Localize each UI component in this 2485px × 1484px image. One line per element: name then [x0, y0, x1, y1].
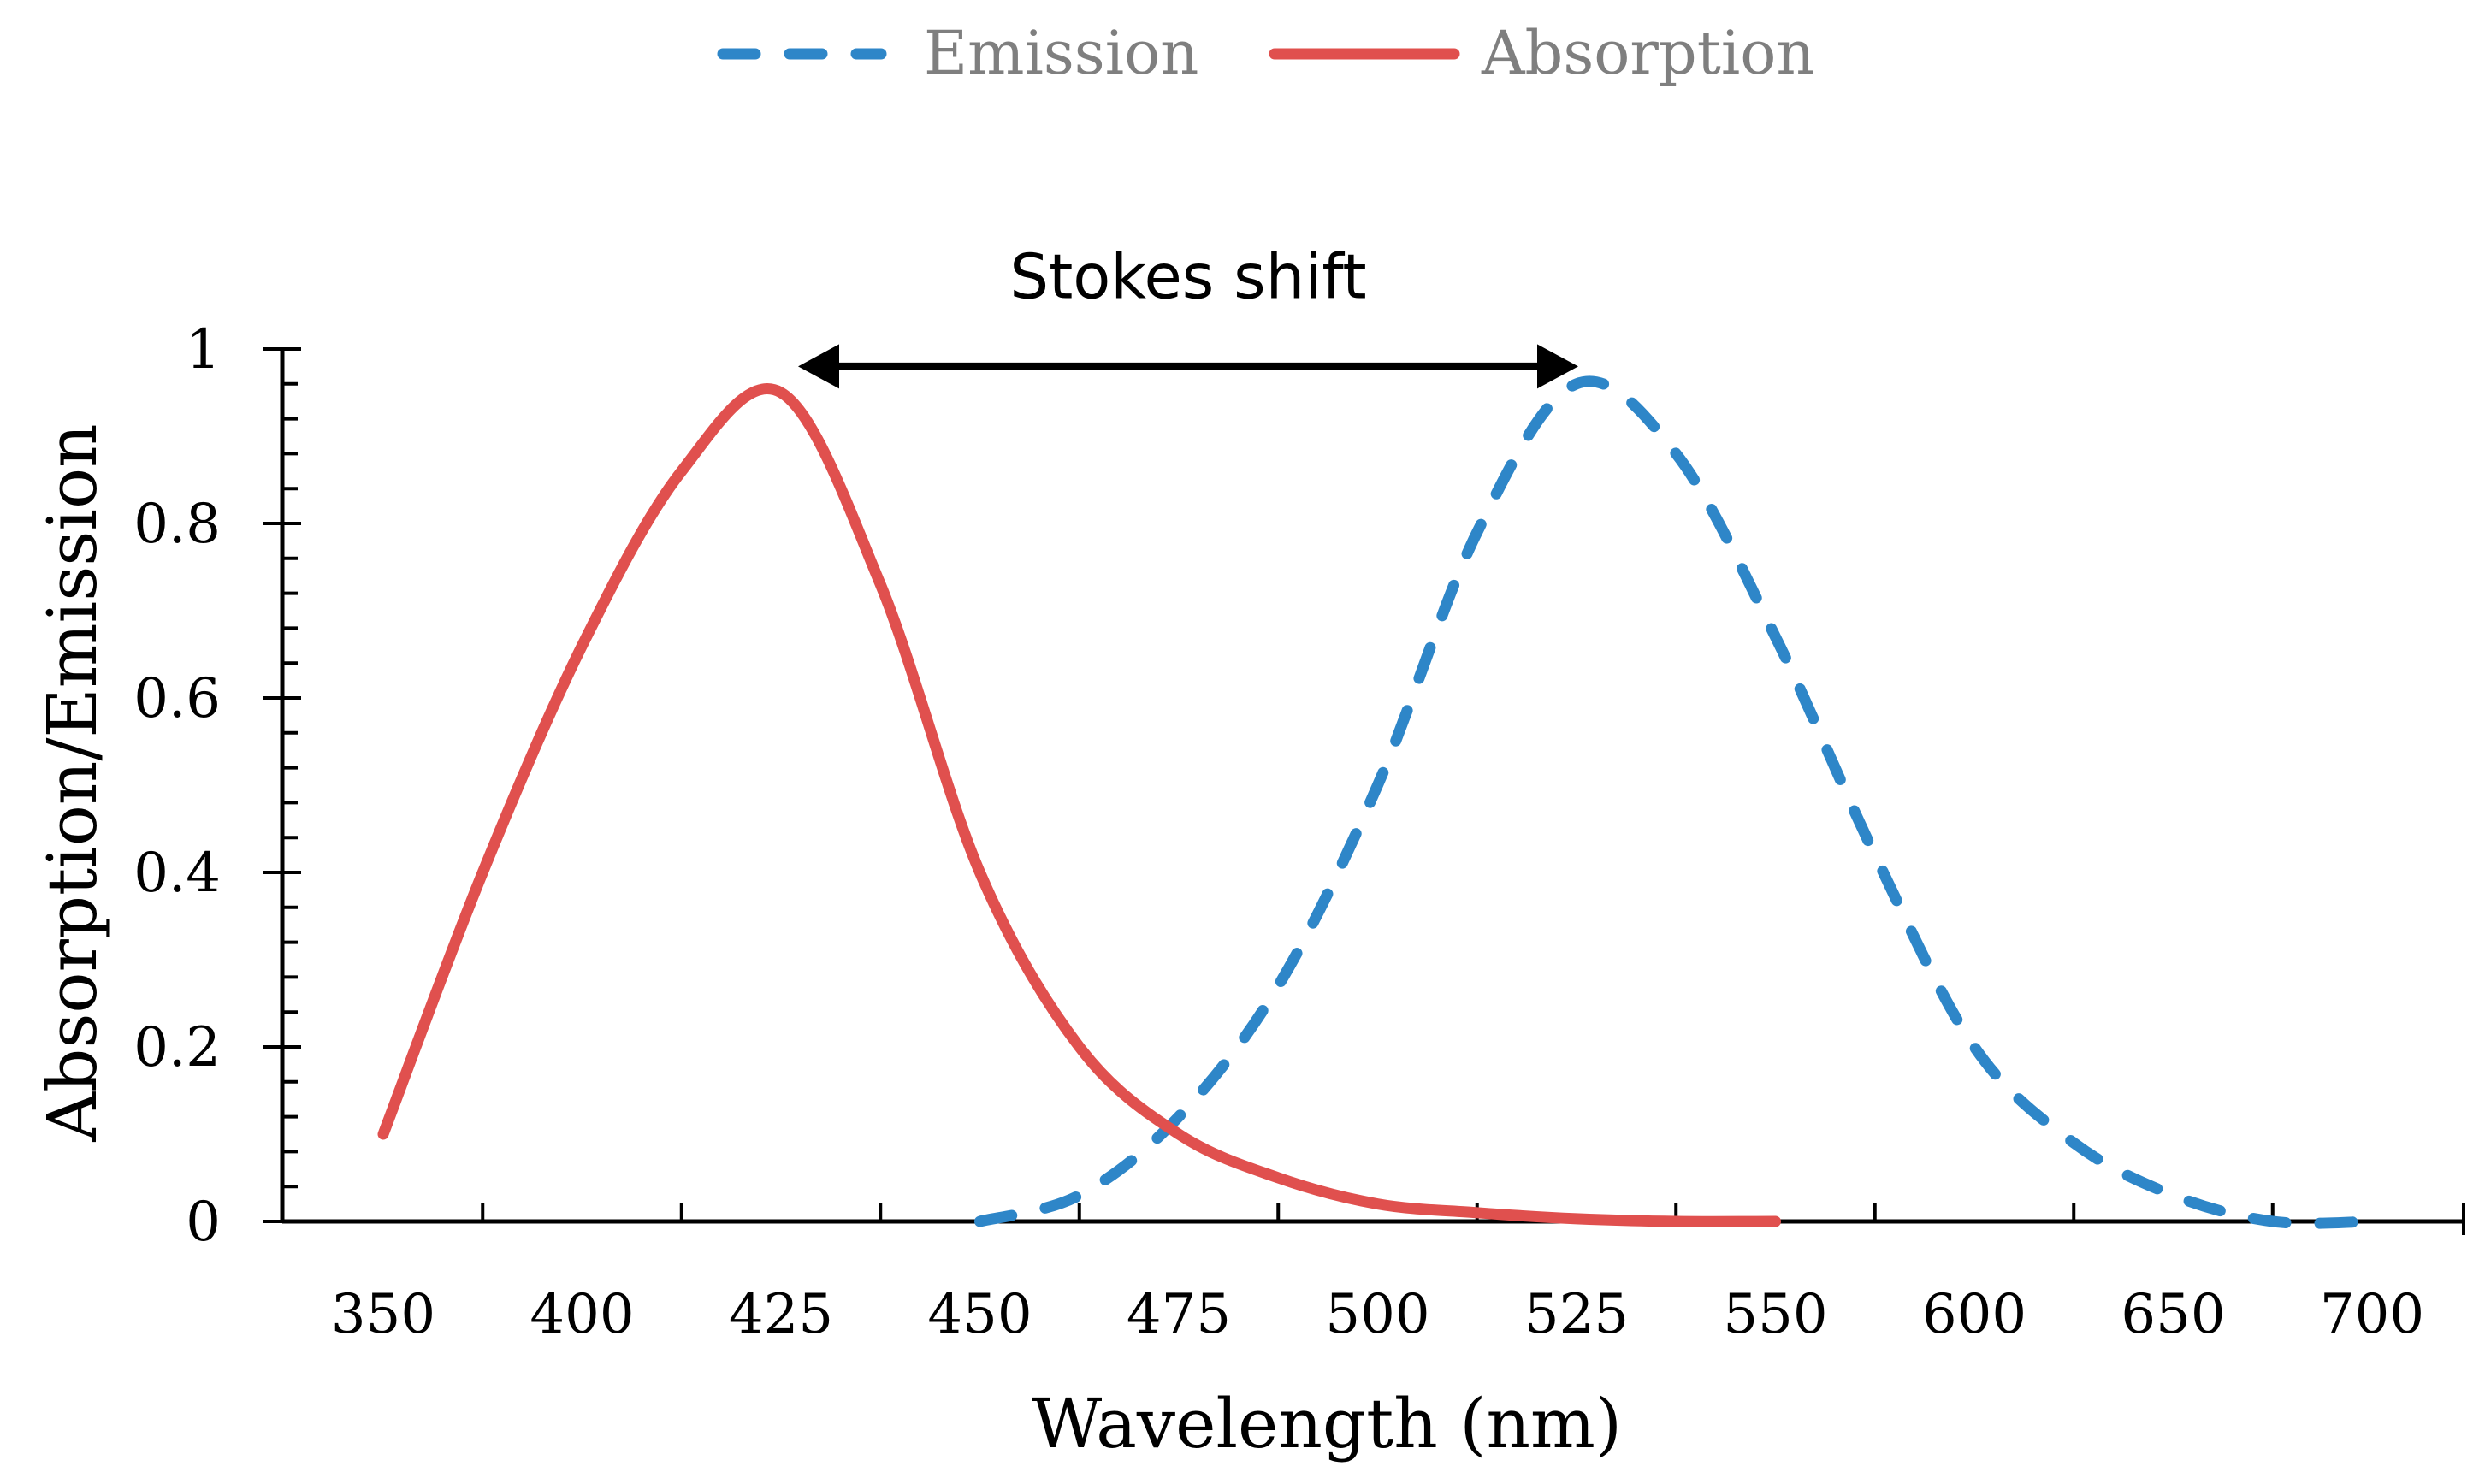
axes: 350 400 425 450 475 500 525 550 600 650 700 0 0.2 0.4…: [133, 318, 2465, 1346]
y-tick-label: 0.8: [133, 493, 221, 556]
x-tick-label: 525: [1524, 1283, 1629, 1346]
x-tick-label: 600: [1922, 1283, 2026, 1346]
x-tick-label: 700: [2320, 1283, 2424, 1346]
y-tick-label: 0: [186, 1191, 221, 1254]
x-tick-label: 450: [927, 1283, 1032, 1346]
x-tick-label: 650: [2121, 1283, 2225, 1346]
y-tick-label: 0.6: [133, 667, 221, 730]
x-tick-label: 550: [1723, 1283, 1827, 1346]
x-tick-label: 350: [331, 1283, 435, 1346]
x-tick-label: 500: [1325, 1283, 1429, 1346]
emission-series-line: [974, 375, 2378, 1229]
absorption-series-line: [377, 383, 1781, 1227]
emission-legend-label: Emission: [924, 18, 1198, 88]
absorption-legend-label: Absorption: [1481, 18, 1814, 88]
stokes-shift-label: Stokes shift: [1009, 240, 1366, 312]
x-axis-title: Wavelength (nm): [1032, 1384, 1622, 1463]
y-tick-label: 1: [186, 318, 221, 381]
x-tick-label: 400: [530, 1283, 634, 1346]
y-tick-label: 0.4: [133, 842, 221, 905]
series-layer: [377, 375, 2378, 1229]
x-tick-label: 425: [729, 1283, 833, 1346]
stokes-shift-arrowhead-right: [1537, 344, 1578, 389]
y-axis-title: Absorption/Emission: [33, 423, 112, 1142]
annotation: Stokes shift: [798, 240, 1578, 389]
stokes-shift-arrowhead-left: [798, 344, 839, 389]
x-tick-label: 475: [1127, 1283, 1231, 1346]
y-tick-label: 0.2: [133, 1016, 221, 1079]
legend: Emission Absorption: [717, 18, 1814, 88]
